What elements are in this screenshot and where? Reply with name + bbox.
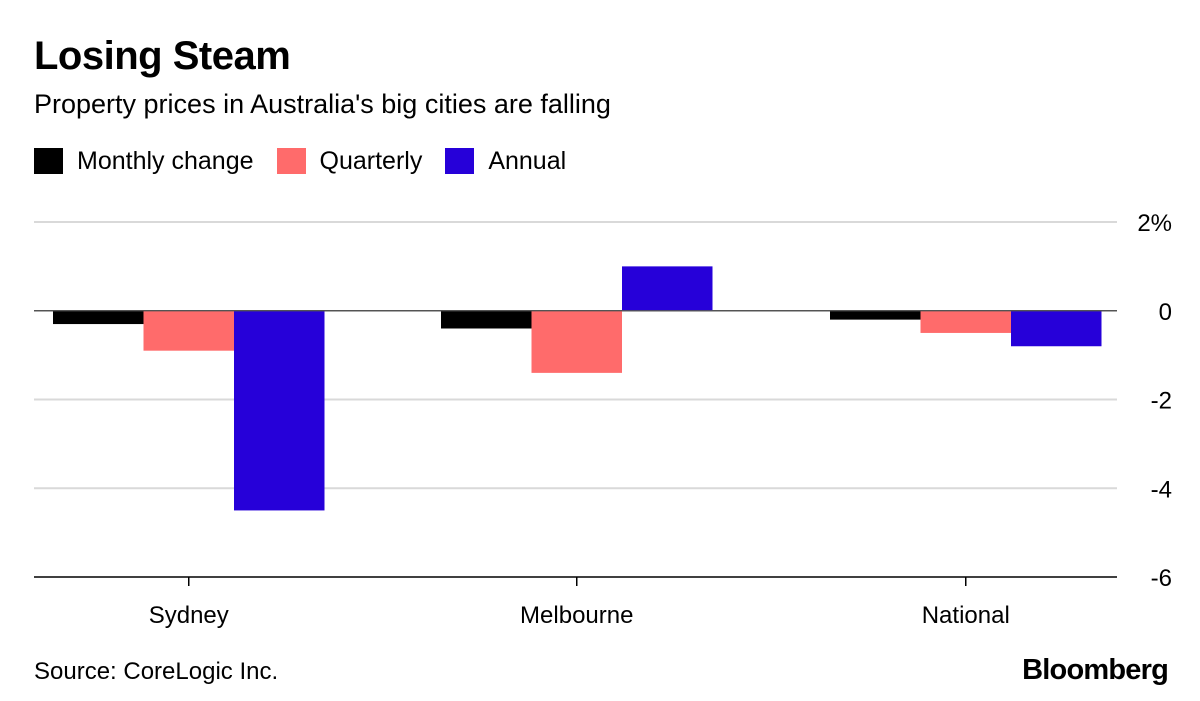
chart-subtitle: Property prices in Australia's big citie… bbox=[34, 89, 611, 119]
grid-lines bbox=[34, 221, 1117, 578]
y-tick-label: -4 bbox=[1151, 476, 1172, 503]
legend-swatch-quarterly bbox=[276, 148, 306, 174]
bar-melbourne-quarterly bbox=[531, 310, 622, 373]
legend-label-quarterly: Quarterly bbox=[319, 147, 423, 175]
chart-title: Losing Steam bbox=[34, 34, 291, 78]
x-tick-label-sydney: Sydney bbox=[149, 602, 229, 629]
legend-swatch-annual bbox=[445, 148, 475, 174]
y-tick-label: -6 bbox=[1151, 565, 1172, 592]
legend-item-quarterly: Quarterly bbox=[276, 144, 423, 178]
axes: 2% 0 -2 -4 -6 Sydney Melbourne National bbox=[34, 210, 1172, 629]
bar-melbourne-monthly-change bbox=[441, 310, 532, 329]
brand-logo: Bloomberg bbox=[1022, 654, 1169, 686]
bar-sydney-quarterly bbox=[143, 310, 234, 351]
bar-melbourne-annual bbox=[622, 266, 713, 311]
y-tick-label: 0 bbox=[1159, 299, 1172, 326]
legend-label-annual: Annual bbox=[488, 147, 567, 175]
chart-legend: Monthly change Quarterly Annual bbox=[34, 144, 589, 178]
x-tick-label-national: National bbox=[922, 602, 1010, 629]
y-tick-label: 2% bbox=[1137, 210, 1172, 237]
legend-swatch-monthly bbox=[34, 148, 63, 174]
source-note: Source: CoreLogic Inc. bbox=[34, 658, 279, 685]
legend-label-monthly: Monthly change bbox=[77, 147, 254, 175]
bar-national-monthly-change bbox=[830, 310, 921, 320]
bar-national-quarterly bbox=[920, 310, 1011, 333]
legend-item-annual: Annual bbox=[445, 144, 566, 178]
x-tick-label-melbourne: Melbourne bbox=[520, 602, 633, 629]
bar-sydney-annual bbox=[234, 310, 325, 511]
y-tick-label: -2 bbox=[1151, 388, 1172, 415]
bar-sydney-monthly-change bbox=[53, 310, 144, 325]
legend-item-monthly: Monthly change bbox=[34, 144, 254, 178]
bar-national-annual bbox=[1011, 310, 1102, 347]
bars bbox=[53, 266, 1102, 511]
